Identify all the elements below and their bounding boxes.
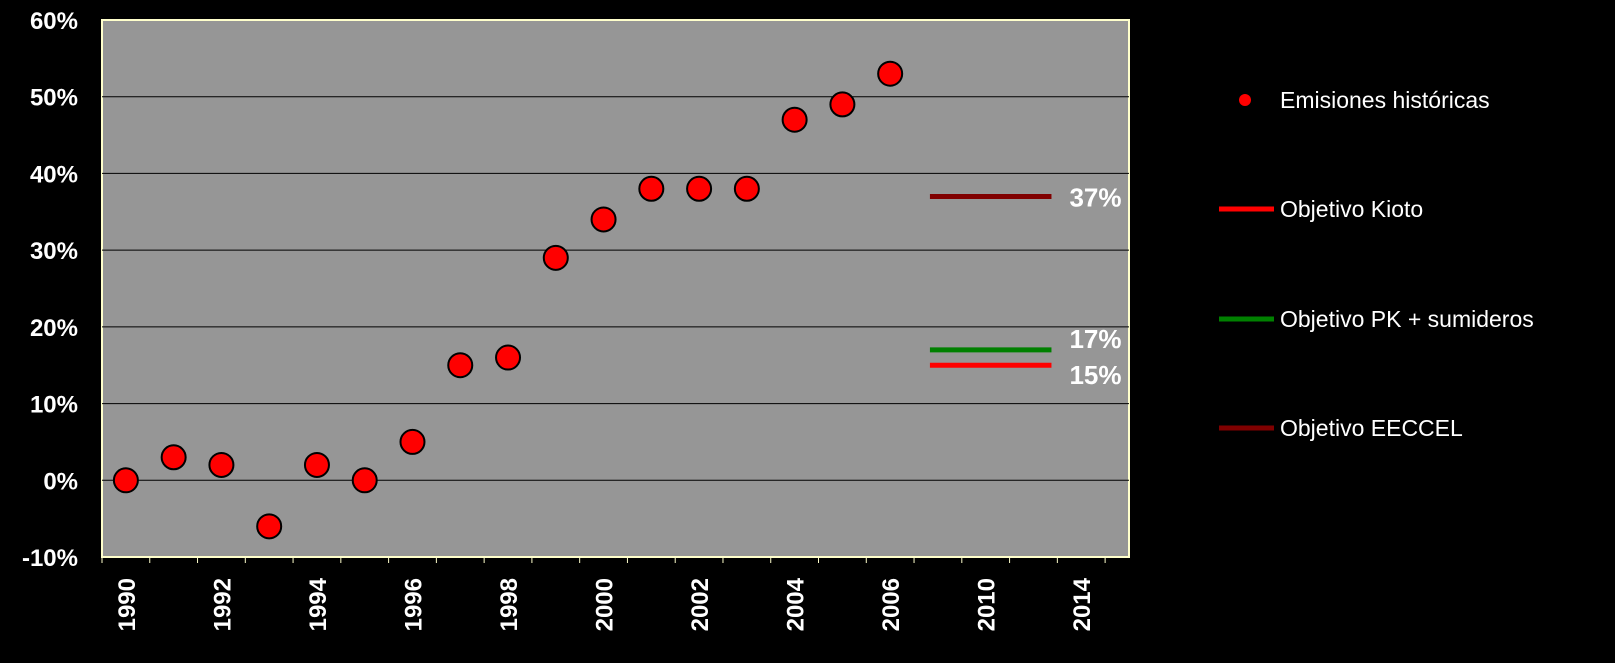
x-tick-label: 1996: [400, 578, 427, 631]
y-tick-label: 10%: [30, 392, 78, 419]
x-tick-label: 1992: [209, 578, 236, 631]
data-point: [256, 513, 283, 540]
y-tick-label: 40%: [30, 161, 78, 188]
x-tick-label: 2004: [783, 577, 810, 631]
data-point: [447, 352, 474, 379]
data-point: [877, 60, 904, 87]
y-tick-label: 50%: [30, 85, 78, 112]
plot-area: [101, 19, 1130, 558]
x-tick-label: 1994: [305, 577, 332, 631]
target-label-eeccel: 37%: [1069, 182, 1121, 212]
y-tick-label: 30%: [30, 238, 78, 265]
legend-label-historic: Emisiones históricas: [1280, 87, 1490, 113]
historic-points: [112, 60, 904, 540]
x-tick-label: 2010: [974, 578, 1001, 631]
y-tick-label: 60%: [30, 8, 78, 35]
x-tick-label: 2000: [592, 578, 619, 631]
x-tick-label: 1998: [496, 578, 523, 631]
target-label-pk: 17%: [1069, 324, 1121, 354]
data-point: [542, 244, 569, 271]
target-label-kioto: 15%: [1069, 360, 1121, 390]
x-tick-label: 2014: [1069, 577, 1096, 631]
data-point: [733, 175, 760, 202]
y-axis-ticks: -10% 0% 10% 20% 30% 40% 50% 60%: [22, 8, 78, 572]
x-tick-label: 2006: [878, 578, 905, 631]
x-tick-marks: [101, 557, 1106, 563]
data-point: [781, 106, 808, 133]
target-lines: 15% 17% 37%: [929, 182, 1122, 390]
grid-lines: [102, 96, 1129, 481]
x-tick-label: 2002: [687, 578, 714, 631]
x-tick-label: 1990: [114, 578, 141, 631]
legend-label-pk: Objetivo PK + sumideros: [1280, 306, 1534, 332]
data-point: [590, 206, 617, 233]
legend-label-eeccel: Objetivo EECCEL: [1280, 415, 1463, 441]
data-point: [303, 451, 330, 478]
y-tick-label: -10%: [22, 545, 78, 572]
y-tick-label: 20%: [30, 315, 78, 342]
data-point: [686, 175, 713, 202]
data-point: [495, 344, 522, 371]
data-point: [208, 451, 235, 478]
data-point: [399, 428, 426, 455]
data-point: [829, 91, 856, 118]
legend-label-kioto: Objetivo Kioto: [1280, 196, 1423, 222]
y-tick-label: 0%: [43, 468, 78, 495]
legend: Emisiones históricas Objetivo Kioto Obje…: [1219, 87, 1534, 441]
x-axis-ticks: 1990 1992 1994 1996 1998 2000 2002 2004 …: [114, 577, 1096, 631]
data-point: [112, 467, 139, 494]
data-point: [160, 444, 187, 471]
data-point: [351, 467, 378, 494]
legend-marker-historic: [1239, 94, 1251, 106]
data-point: [638, 175, 665, 202]
